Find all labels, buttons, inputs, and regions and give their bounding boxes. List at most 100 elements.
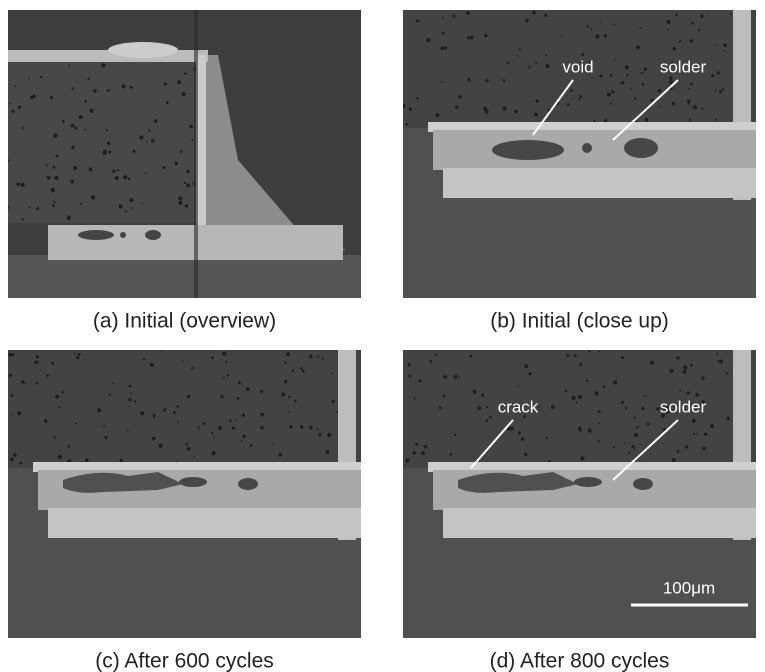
pore [603,385,606,388]
pore [85,458,89,462]
annotation: solder [660,57,707,76]
caption: (b) Initial (close up) [490,310,669,333]
pore [624,442,626,444]
pore [723,44,727,48]
pore [645,118,649,122]
pore [18,106,21,109]
pore [191,139,193,141]
pore [112,382,114,384]
pore [30,96,33,99]
pore [636,426,639,429]
pore [115,176,119,180]
pore [599,74,602,77]
panel: void solder [402,9,756,298]
pore [580,430,582,432]
pore [36,382,39,385]
pore [36,207,39,210]
pore [52,204,55,207]
pore [727,417,730,420]
pore [640,27,642,29]
pore [238,381,241,384]
pore [101,63,105,67]
pore [122,84,126,88]
pore [716,44,718,46]
pore [578,427,582,431]
pore [669,76,673,80]
pore [218,426,222,430]
pore [426,38,430,42]
fillet [48,508,361,538]
pore [701,376,704,379]
pore [421,451,425,455]
pore [278,453,282,457]
pore [56,155,59,158]
pore [19,462,22,465]
pore [724,50,726,52]
pore [61,391,64,394]
pore [650,99,653,102]
pore [443,375,447,379]
pore [597,440,599,442]
pore [158,444,162,448]
pore [36,355,39,358]
caption: (c) After 600 cycles [95,650,274,672]
void [624,138,658,158]
pore [443,395,446,398]
pore [150,363,154,367]
pore [565,389,568,392]
pore [178,201,182,205]
pore [123,175,127,179]
micrograph [7,10,361,298]
pore [535,99,538,102]
pore [9,374,12,377]
pore [250,444,253,447]
pore [702,108,704,110]
pore [80,203,82,205]
pore [641,83,644,86]
pore [672,458,676,462]
pore [197,427,199,429]
pore [211,451,215,455]
crack [179,477,207,487]
pore [611,90,614,93]
pore [416,97,418,99]
pore [53,134,57,138]
pore [12,414,14,416]
pore [586,379,589,382]
pore [675,14,677,16]
void [120,232,126,238]
pore [715,119,717,121]
pore [103,425,105,427]
pore [524,453,527,456]
void [145,230,161,240]
pore [435,113,439,117]
panel [8,349,361,638]
pore [590,27,592,29]
pore [454,434,456,436]
crack [574,477,602,487]
pore [535,62,537,64]
pore [128,178,131,181]
pore [117,169,119,171]
pore [28,77,30,79]
pore [58,406,60,408]
pore [71,146,74,149]
panel [7,10,361,298]
pore [473,390,477,394]
pore [689,119,691,121]
pore [486,419,489,422]
annotation: solder [660,397,707,416]
pore [53,201,55,203]
pore [284,362,286,364]
pore [666,20,670,24]
pore [691,22,693,24]
pore [131,392,133,394]
pore [719,90,722,93]
pore [146,141,148,143]
pore [178,196,182,200]
scale-label: 100μm [663,578,715,597]
annotation: void [562,57,593,76]
pore [695,393,699,397]
pore [598,422,600,424]
pore [517,385,519,387]
